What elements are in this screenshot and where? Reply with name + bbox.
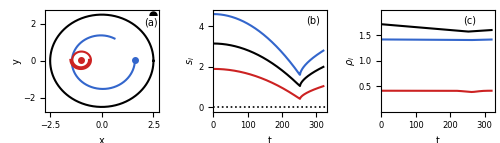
X-axis label: x: x (99, 136, 104, 143)
Y-axis label: y: y (12, 58, 22, 64)
Text: (b): (b) (306, 15, 320, 25)
Text: (a): (a) (144, 17, 158, 27)
Y-axis label: $\rho_i$: $\rho_i$ (345, 56, 357, 66)
Y-axis label: $s_i$: $s_i$ (185, 56, 197, 65)
Text: (c): (c) (463, 15, 476, 25)
X-axis label: t: t (268, 136, 272, 143)
X-axis label: t: t (436, 136, 440, 143)
